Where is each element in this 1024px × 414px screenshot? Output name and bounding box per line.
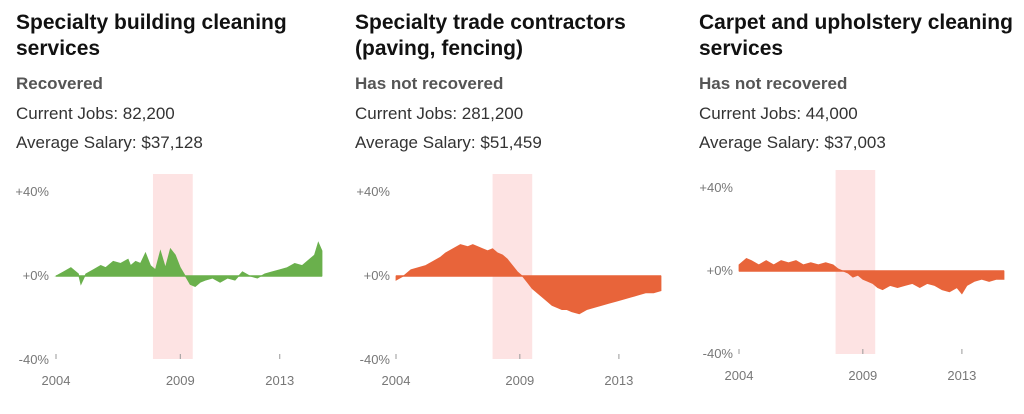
area-chart: +40% +0% -40% 2004 2009 2013 <box>699 170 1005 383</box>
average-salary: Average Salary: $37,003 <box>699 133 886 152</box>
recovery-status: Has not recovered <box>699 74 848 93</box>
chart-panel-trade-contractors: Specialty trade contractors (paving, fen… <box>355 0 685 414</box>
area-chart: +40% +0% -40% 2004 2009 2013 <box>15 174 323 388</box>
chart-panel-carpet-cleaning: Carpet and upholstery cleaning services … <box>699 0 1024 414</box>
recovery-status: Has not recovered <box>355 74 504 93</box>
x-tick-label: 2004 <box>382 373 411 388</box>
x-tick-label: 2009 <box>166 373 195 388</box>
chart-title: Specialty building cleaning services <box>16 11 287 60</box>
y-tick-label: +0% <box>364 268 391 283</box>
y-tick-label: +40% <box>15 184 49 199</box>
x-tick-label: 2013 <box>604 373 633 388</box>
current-jobs: Current Jobs: 281,200 <box>355 104 524 123</box>
y-tick-label: +0% <box>23 268 50 283</box>
y-tick-label: -40% <box>19 352 50 367</box>
chart-title: Specialty trade contractors (paving, fen… <box>355 11 626 60</box>
x-tick-label: 2004 <box>42 373 71 388</box>
chart-title: Carpet and upholstery cleaning services <box>699 11 1013 60</box>
chart-panel-building-cleaning: Specialty building cleaning services Rec… <box>15 0 346 414</box>
x-tick-label: 2013 <box>265 373 294 388</box>
x-tick-label: 2004 <box>725 368 754 383</box>
y-tick-label: +40% <box>699 180 733 195</box>
area-chart: +40% +0% -40% 2004 2009 2013 <box>356 174 662 388</box>
series-area <box>395 244 662 315</box>
x-tick-label: 2009 <box>505 373 534 388</box>
current-jobs: Current Jobs: 44,000 <box>699 104 858 123</box>
recovery-status: Recovered <box>16 74 103 93</box>
y-tick-label: -40% <box>703 346 734 361</box>
x-tick-label: 2013 <box>947 368 976 383</box>
recession-band <box>835 170 876 354</box>
x-tick-label: 2009 <box>848 368 877 383</box>
series-area <box>738 258 1005 295</box>
average-salary: Average Salary: $37,128 <box>16 133 203 152</box>
average-salary: Average Salary: $51,459 <box>355 133 542 152</box>
y-tick-label: +0% <box>707 263 734 278</box>
y-tick-label: +40% <box>356 184 390 199</box>
current-jobs: Current Jobs: 82,200 <box>16 104 175 123</box>
y-tick-label: -40% <box>360 352 391 367</box>
